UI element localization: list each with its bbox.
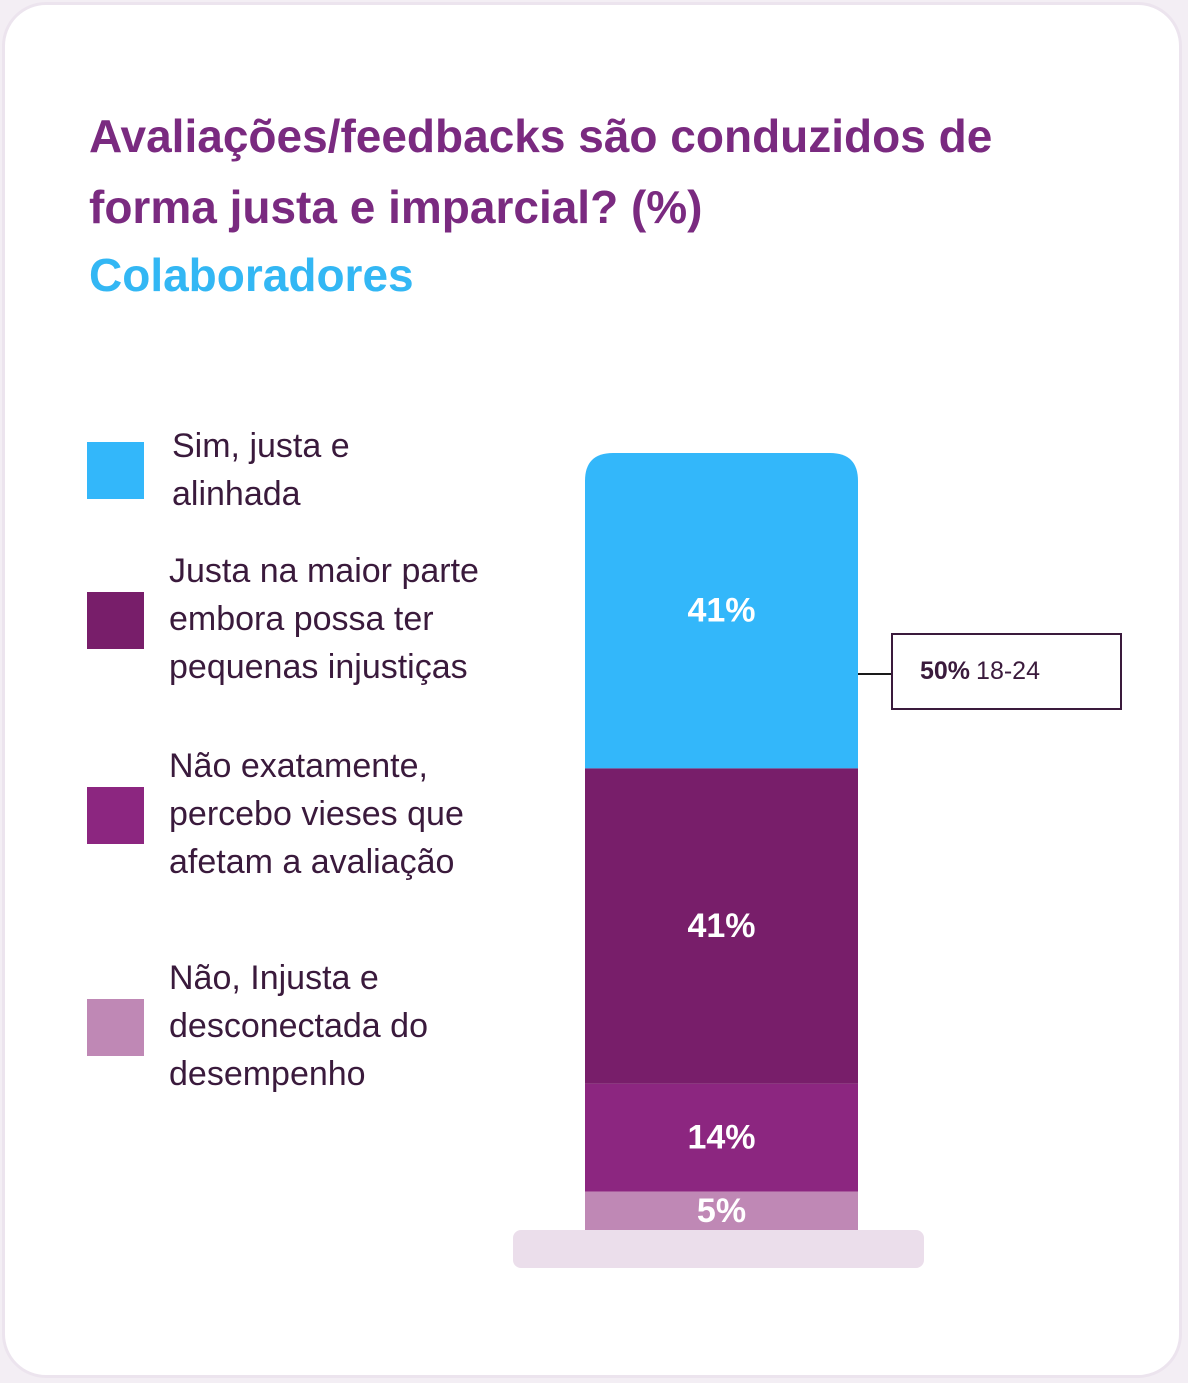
legend-item-nao-injusta: Não, Injusta e desconectada do desempenh… (84, 959, 554, 1093)
legend-label: Sim, justa e alinhada (172, 427, 350, 513)
data-label: 41% (687, 592, 755, 630)
legend-label: Não, Injusta e desconectada do desempenh… (169, 959, 428, 1093)
legend-label: Justa na maior parte embora possa ter pe… (169, 552, 479, 686)
legend-swatch (87, 592, 144, 649)
data-label: 14% (687, 1119, 755, 1157)
bar-segment-nao-exatamente (585, 1083, 858, 1192)
bar-segment-justa (585, 768, 858, 1084)
data-label: 41% (687, 907, 755, 945)
legend-swatch (87, 999, 144, 1056)
chart-title: Avaliações/feedbacks são conduzidos de f… (89, 110, 993, 233)
legend-item-justa: Justa na maior parte embora possa ter pe… (84, 552, 554, 686)
legend-swatch (87, 787, 144, 844)
legend-swatch (87, 442, 144, 499)
data-label: 5% (697, 1192, 746, 1230)
chart-baseline (513, 1230, 924, 1268)
chart-subtitle: Colaboradores (89, 249, 414, 301)
bar-segment-sim (585, 453, 858, 769)
legend-item-sim: Sim, justa e alinhada (84, 427, 554, 558)
annotation-callout: 50% 18-24 (891, 633, 1122, 710)
legend-label: Não exatamente, percebo vieses que afeta… (169, 747, 464, 881)
annotation-value: 50% (920, 657, 971, 685)
bar-segment-nao-injusta (585, 1191, 858, 1230)
legend-item-nao-exatamente: Não exatamente, percebo vieses que afeta… (84, 747, 554, 881)
annotation-group: 18-24 (976, 657, 1040, 685)
